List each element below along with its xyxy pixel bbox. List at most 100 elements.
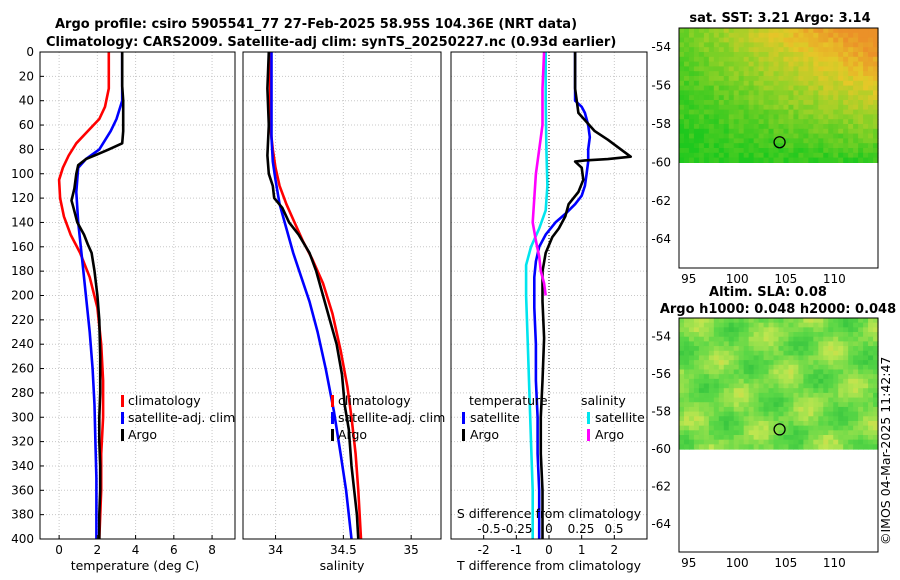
heatmap-cell — [813, 378, 819, 385]
heatmap-cell — [738, 392, 745, 399]
lon-tick-label: 105 — [774, 556, 797, 570]
heatmap-cell — [858, 402, 864, 408]
heatmap-cell — [858, 378, 864, 385]
heatmap-cell — [798, 318, 804, 324]
heatmap-cell — [843, 80, 849, 87]
heatmap-cell — [818, 114, 824, 120]
heatmap-cell — [768, 61, 775, 67]
heatmap-cell — [718, 322, 725, 328]
heatmap-cell — [723, 327, 730, 333]
heatmap-cell — [858, 392, 864, 399]
lat-tick-label: -54 — [651, 40, 671, 54]
heatmap-cell — [688, 61, 695, 67]
heatmap-cell — [778, 124, 785, 130]
heatmap-cell — [683, 444, 690, 450]
heatmap-cell — [818, 143, 824, 149]
heatmap-cell — [738, 350, 745, 357]
heatmap-cell — [763, 425, 770, 431]
heatmap-cell — [843, 61, 849, 67]
heatmap-cell — [698, 397, 705, 403]
heatmap-cell — [863, 322, 869, 328]
heatmap-cell — [723, 148, 730, 154]
heatmap-cell — [778, 402, 785, 408]
heatmap-cell — [698, 100, 705, 106]
heatmap-cell — [688, 420, 695, 427]
heatmap-cell — [708, 341, 715, 347]
heatmap-cell — [853, 439, 859, 445]
heatmap-cell — [743, 42, 750, 48]
heatmap-cell — [828, 406, 834, 413]
heatmap-cell — [823, 37, 829, 43]
heatmap-cell — [698, 369, 705, 375]
heatmap-cell — [868, 157, 874, 163]
heatmap-cell — [738, 439, 745, 445]
heatmap-cell — [853, 28, 859, 34]
heatmap-cell — [798, 444, 804, 450]
heatmap-cell — [803, 383, 809, 389]
heatmap-cell — [828, 100, 834, 106]
heatmap-cell — [753, 444, 760, 450]
heatmap-cell — [733, 148, 740, 154]
heatmap-cell — [693, 90, 700, 96]
heatmap-cell — [803, 346, 809, 352]
heatmap-cell — [713, 444, 720, 450]
heatmap-cell — [733, 47, 740, 53]
heatmap-cell — [688, 71, 695, 77]
heatmap-cell — [853, 47, 859, 53]
heatmap-cell — [838, 420, 844, 427]
heatmap-cell — [718, 439, 725, 445]
heatmap-cell — [763, 42, 770, 48]
heatmap-cell — [798, 327, 804, 333]
heatmap-cell — [758, 346, 765, 352]
heatmap-cell — [863, 336, 869, 342]
heatmap-cell — [763, 148, 770, 154]
heatmap-cell — [833, 327, 839, 333]
heatmap-cell — [758, 109, 765, 115]
temperature-panel: 0204060801001201401601802002202402602803… — [11, 45, 236, 573]
heatmap-cell — [778, 425, 785, 431]
heatmap-cell — [778, 119, 785, 125]
heatmap-cell — [863, 114, 869, 120]
heatmap-cell — [858, 80, 864, 87]
heatmap-cell — [679, 152, 685, 159]
heatmap-cell — [763, 355, 770, 361]
heatmap-cell — [733, 346, 740, 352]
heatmap-cell — [743, 124, 750, 130]
heatmap-cell — [718, 143, 725, 149]
heatmap-cell — [808, 318, 814, 324]
heatmap-cell — [708, 32, 715, 39]
heatmap-cell — [788, 114, 795, 120]
heatmap-cell — [693, 76, 700, 82]
heatmap-cell — [843, 71, 849, 77]
heatmap-cell — [788, 71, 795, 77]
heatmap-cell — [728, 378, 735, 385]
heatmap-cell — [693, 114, 700, 120]
heatmap-cell — [803, 425, 809, 431]
heatmap-cell — [823, 104, 829, 111]
heatmap-cell — [773, 374, 780, 380]
heatmap-cell — [748, 392, 755, 399]
heatmap-cell — [828, 85, 834, 91]
heatmap-cell — [783, 76, 790, 82]
heatmap-cell — [803, 148, 809, 154]
heatmap-cell — [733, 420, 740, 427]
heatmap-cell — [693, 402, 700, 408]
heatmap-cell — [753, 397, 760, 403]
heatmap-cell — [873, 128, 879, 135]
heatmap-cell — [858, 152, 864, 159]
heatmap-cell — [798, 100, 804, 106]
heatmap-cell — [738, 124, 745, 130]
heatmap-cell — [683, 318, 690, 324]
heatmap-cell — [868, 143, 874, 149]
heatmap-cell — [778, 336, 785, 342]
heatmap-cell — [728, 52, 735, 58]
heatmap-cell — [778, 114, 785, 120]
heatmap-cell — [713, 425, 720, 431]
heatmap-cell — [793, 346, 799, 352]
heatmap-cell — [758, 95, 765, 101]
heatmap-cell — [793, 327, 799, 333]
heatmap-cell — [753, 392, 760, 399]
heatmap-cell — [688, 95, 695, 101]
heatmap-cell — [723, 85, 730, 91]
heatmap-cell — [748, 364, 755, 371]
